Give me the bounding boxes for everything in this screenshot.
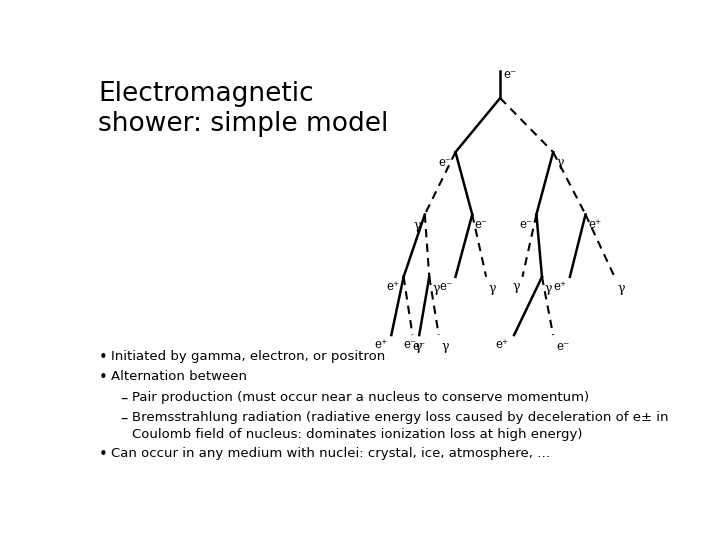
Text: e⁺: e⁺ (375, 339, 388, 352)
Text: Coulomb field of nucleus: dominates ionization loss at high energy): Coulomb field of nucleus: dominates ioni… (132, 428, 582, 441)
Text: e⁺: e⁺ (495, 339, 508, 352)
Text: e⁻: e⁻ (520, 218, 533, 231)
Text: •: • (99, 370, 107, 386)
Text: γ: γ (557, 156, 564, 169)
Text: e⁻: e⁻ (438, 156, 451, 169)
Text: e⁻: e⁻ (413, 341, 426, 354)
Text: e⁻: e⁻ (503, 68, 516, 81)
Text: e⁺: e⁺ (387, 280, 400, 293)
Text: •: • (99, 447, 107, 462)
Text: Bremsstrahlung radiation (radiative energy loss caused by deceleration of e± in: Bremsstrahlung radiation (radiative ener… (132, 411, 668, 424)
Text: e⁻: e⁻ (439, 280, 452, 293)
Text: –: – (121, 411, 128, 426)
Text: γ: γ (545, 282, 552, 295)
Text: e⁺: e⁺ (588, 218, 601, 231)
Text: •: • (99, 349, 107, 364)
Text: e⁺: e⁺ (554, 280, 567, 293)
Text: γ: γ (414, 219, 421, 232)
Text: Initiated by gamma, electron, or positron: Initiated by gamma, electron, or positro… (111, 349, 385, 363)
Text: γ: γ (489, 282, 497, 295)
Text: Alternation between: Alternation between (111, 370, 247, 383)
Text: γ: γ (432, 282, 439, 295)
Text: γ: γ (415, 341, 422, 354)
Text: γ: γ (512, 280, 520, 293)
Text: –: – (121, 391, 128, 406)
Text: Can occur in any medium with nuclei: crystal, ice, atmosphere, …: Can occur in any medium with nuclei: cry… (111, 447, 551, 460)
Text: γ: γ (441, 341, 449, 354)
Text: e⁻: e⁻ (474, 218, 487, 231)
Text: γ: γ (617, 282, 625, 295)
Text: e⁻: e⁻ (403, 339, 416, 352)
Text: Pair production (must occur near a nucleus to conserve momentum): Pair production (must occur near a nucle… (132, 391, 589, 404)
Text: Electromagnetic
shower: simple model: Electromagnetic shower: simple model (99, 82, 389, 138)
Text: e⁻: e⁻ (556, 341, 570, 354)
